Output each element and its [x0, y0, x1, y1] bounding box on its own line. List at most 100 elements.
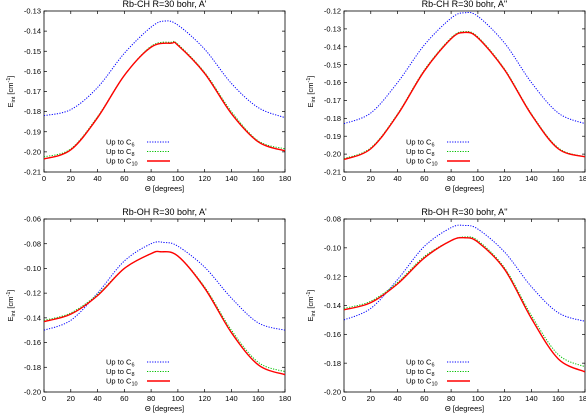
y-tick-label: -0.16: [324, 78, 341, 87]
y-axis-label: Eint [cm-1]: [306, 76, 317, 108]
legend-label-sub: 8: [131, 152, 134, 158]
x-tick-label: 40: [393, 394, 401, 403]
series-line-8: [44, 250, 285, 373]
y-axis-label: Eint [cm-1]: [6, 76, 17, 108]
y-tick-label: -0.16: [24, 67, 41, 76]
x-axis-label: Θ [degrees]: [145, 184, 184, 193]
y-tick-label: -0.16: [24, 338, 41, 347]
x-tick-label: 80: [147, 174, 155, 183]
y-tick-label: -0.13: [24, 7, 41, 16]
y-tick-label: -0.19: [24, 127, 41, 136]
y-label-close: ]: [306, 290, 315, 292]
legend-label-main: Up to C: [406, 138, 432, 147]
y-label-sub: int: [311, 96, 317, 102]
x-tick-label: 40: [393, 174, 401, 183]
series-line-10: [44, 41, 285, 160]
y-label-sup: -1: [306, 292, 312, 297]
x-tick-label: 80: [447, 174, 455, 183]
y-tick-label: -0.20: [24, 388, 41, 397]
y-label-sub: int: [311, 310, 317, 316]
legend-label: Up to C8: [406, 367, 435, 378]
legend-label: Up to C6: [406, 138, 435, 149]
x-tick-label: 80: [447, 394, 455, 403]
legend-label-sub: 10: [431, 162, 437, 168]
y-label-close: ]: [306, 76, 315, 78]
y-tick-label: -0.14: [24, 313, 41, 322]
x-tick-label: 100: [472, 394, 485, 403]
series-line-6: [44, 241, 285, 331]
legend-label-main: Up to C: [406, 367, 432, 376]
legend-label-sub: 6: [431, 363, 434, 369]
x-tick-label: 60: [120, 174, 128, 183]
x-tick-label: 140: [225, 174, 238, 183]
y-label-sup: -1: [6, 78, 12, 83]
series-line-6: [344, 224, 585, 322]
legend-label-sub: 6: [431, 143, 434, 149]
y-label-close: ]: [6, 76, 15, 78]
x-tick-label: 160: [552, 174, 565, 183]
legend-label-main: Up to C: [106, 377, 132, 386]
x-tick-label: 0: [42, 394, 46, 403]
y-tick-label: -0.16: [324, 330, 341, 339]
x-tick-label: 180: [579, 394, 586, 403]
legend-label-sub: 8: [131, 372, 134, 378]
legend-label-sub: 6: [131, 363, 134, 369]
chart-title: Rb-OH R=30 bohr, A': [122, 207, 207, 217]
x-tick-label: 20: [367, 174, 375, 183]
chart-title: Rb-CH R=30 bohr, A': [122, 0, 206, 9]
x-tick-label: 0: [42, 174, 46, 183]
y-tick-label: -0.18: [324, 359, 341, 368]
x-tick-label: 160: [252, 174, 265, 183]
x-tick-label: 100: [172, 174, 185, 183]
chart-panel-1: Rb-CH R=30 bohr, A' 0 20 40 60 80 100 120 140 160…: [6, 0, 291, 193]
x-tick-label: 120: [198, 394, 211, 403]
x-tick-label: 20: [367, 394, 375, 403]
y-tick-label: -0.08: [24, 239, 41, 248]
legend-label-sub: 10: [131, 382, 137, 388]
chart-panel-3: Rb-OH R=30 bohr, A' 0 20 40 60 80 100 120 140 160…: [6, 207, 291, 413]
x-tick-label: 60: [120, 394, 128, 403]
legend-label: Up to C10: [406, 377, 438, 388]
legend-label-main: Up to C: [106, 358, 132, 367]
legend-label: Up to C8: [106, 367, 135, 378]
legend-label: Up to C6: [406, 358, 435, 369]
y-tick-label: -0.15: [24, 47, 41, 56]
y-label-main: E: [306, 102, 315, 107]
y-tick-label: -0.06: [24, 215, 41, 224]
series-line-10: [344, 31, 585, 161]
legend-label-sub: 8: [431, 152, 434, 158]
y-tick-label: -0.14: [324, 301, 341, 310]
y-tick-label: -0.08: [324, 215, 341, 224]
legend-label-sub: 10: [131, 162, 137, 168]
x-tick-label: 180: [279, 174, 292, 183]
x-tick-label: 160: [252, 394, 265, 403]
x-axis-label: Θ [degrees]: [145, 404, 184, 413]
x-tick-label: 100: [172, 394, 185, 403]
x-axis-label: Θ [degrees]: [445, 404, 484, 413]
series-line-8: [344, 236, 585, 368]
y-tick-label: -0.10: [24, 264, 41, 273]
plot-frame: [43, 10, 286, 173]
chart-title: Rb-OH R=30 bohr, A'': [421, 207, 508, 217]
y-tick-label: -0.12: [324, 7, 341, 16]
y-label-main: E: [306, 316, 315, 321]
legend-label-main: Up to C: [106, 157, 132, 166]
y-tick-label: -0.21: [324, 168, 341, 177]
y-tick-label: -0.14: [24, 27, 41, 36]
legend-label: Up to C10: [106, 157, 138, 168]
legend-label-main: Up to C: [406, 157, 432, 166]
y-label-close: ]: [6, 290, 15, 292]
legend-label-sub: 6: [131, 143, 134, 149]
legend-label: Up to C8: [406, 147, 435, 158]
x-tick-label: 120: [498, 174, 511, 183]
x-tick-label: 100: [472, 174, 485, 183]
x-tick-label: 0: [342, 174, 346, 183]
x-tick-label: 0: [342, 394, 346, 403]
x-tick-label: 40: [93, 174, 101, 183]
y-tick-label: -0.18: [324, 114, 341, 123]
y-label-unit: [cm: [6, 296, 15, 310]
y-label-unit: [cm: [6, 82, 15, 96]
series-line-6: [44, 20, 285, 119]
x-tick-label: 160: [552, 394, 565, 403]
chart-panel-2: Rb-CH R=30 bohr, A'' 0 20 40 60 80 100 120 140 16…: [306, 0, 586, 193]
